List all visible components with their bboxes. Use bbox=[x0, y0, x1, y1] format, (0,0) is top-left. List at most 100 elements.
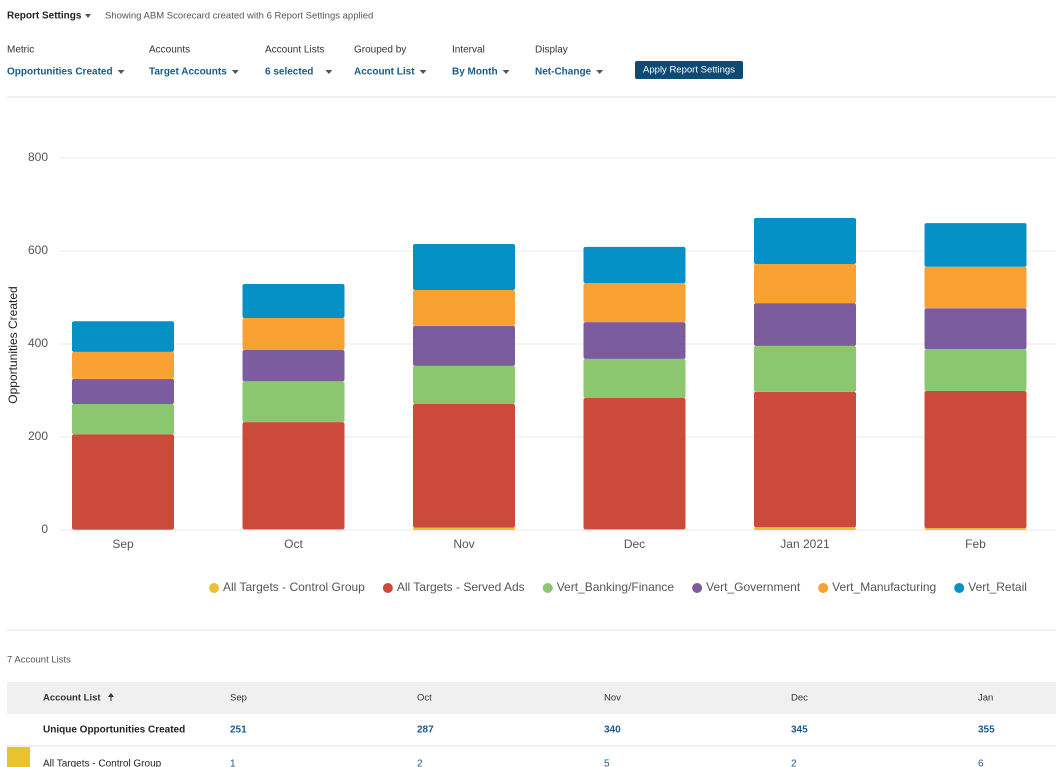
bar-segment bbox=[413, 290, 515, 326]
bar-segment bbox=[72, 434, 174, 530]
column-header: Jan bbox=[978, 693, 993, 704]
settings-title[interactable]: Report Settings bbox=[7, 11, 82, 22]
bar-segment bbox=[242, 317, 345, 351]
caret[interactable] bbox=[502, 70, 510, 74]
legend-swatch[interactable] bbox=[209, 583, 219, 593]
bar-segment bbox=[413, 244, 515, 291]
setting-label: Accounts bbox=[149, 45, 190, 56]
cell: 1 bbox=[230, 759, 236, 767]
column-header: Oct bbox=[417, 693, 432, 704]
cell: 2 bbox=[791, 759, 797, 767]
column-header: Dec bbox=[791, 693, 808, 704]
bar-segment bbox=[413, 403, 515, 528]
x-tick-label: Jan 2021 bbox=[780, 537, 830, 551]
cell: 355 bbox=[978, 725, 995, 736]
bar-segment bbox=[754, 391, 856, 528]
bar-segment bbox=[924, 223, 1027, 267]
column-header: Nov bbox=[604, 693, 621, 704]
setting-value[interactable]: Account List bbox=[354, 67, 415, 78]
bar-segment bbox=[413, 325, 515, 366]
bar-segment bbox=[924, 528, 1027, 530]
bar-segment bbox=[924, 308, 1027, 350]
caret[interactable] bbox=[85, 14, 91, 18]
bar-segment bbox=[72, 321, 174, 352]
bar-segment bbox=[754, 217, 856, 265]
cell: 345 bbox=[791, 725, 808, 736]
x-tick-label: Oct bbox=[284, 537, 303, 551]
bar-segment bbox=[754, 303, 856, 346]
setting-label: Metric bbox=[7, 45, 34, 56]
legend-label[interactable]: Vert_Banking/Finance bbox=[557, 580, 675, 594]
legend-swatch[interactable] bbox=[542, 583, 553, 593]
column-header[interactable]: Account List bbox=[43, 693, 101, 704]
setting-value[interactable]: Opportunities Created bbox=[7, 67, 113, 78]
bar-segment bbox=[924, 390, 1027, 529]
bar-segment bbox=[72, 403, 174, 435]
legend-label[interactable]: Vert_Manufacturing bbox=[832, 580, 936, 594]
caret[interactable] bbox=[117, 70, 125, 74]
setting-label: Account Lists bbox=[265, 45, 324, 56]
setting-label: Display bbox=[535, 45, 568, 56]
setting-label: Grouped by bbox=[354, 45, 406, 56]
y-axis-label: Opportunities Created bbox=[6, 286, 20, 403]
bar-segment bbox=[924, 266, 1027, 309]
cell: 251 bbox=[230, 725, 247, 736]
sort-arrow[interactable] bbox=[108, 693, 114, 697]
x-tick-label: Sep bbox=[112, 537, 134, 551]
bar-segment bbox=[583, 322, 686, 359]
x-tick-label: Dec bbox=[624, 537, 645, 551]
bar-segment bbox=[583, 397, 686, 530]
bar-segment bbox=[754, 527, 856, 530]
legend-swatch[interactable] bbox=[954, 583, 965, 593]
x-tick-label: Feb bbox=[965, 537, 986, 551]
bar-segment bbox=[242, 284, 345, 318]
row-label: Unique Opportunities Created bbox=[43, 725, 185, 736]
legend-label[interactable]: All Targets - Control Group bbox=[223, 580, 365, 594]
setting-value[interactable]: By Month bbox=[452, 67, 498, 78]
bar-segment bbox=[583, 246, 686, 284]
setting-value[interactable]: Net-Change bbox=[535, 67, 592, 78]
table-caption: 7 Account Lists bbox=[7, 655, 71, 666]
legend-label[interactable]: Vert_Retail bbox=[968, 580, 1027, 594]
bar-segment bbox=[242, 381, 345, 423]
bar-segment bbox=[242, 350, 345, 382]
table-header-bg bbox=[7, 682, 1056, 714]
setting-value[interactable]: 6 selected bbox=[265, 67, 313, 78]
caret[interactable] bbox=[231, 70, 239, 74]
y-tick-label: 400 bbox=[28, 336, 48, 350]
bar-segment bbox=[924, 349, 1027, 391]
cell: 340 bbox=[604, 725, 621, 736]
column-header: Sep bbox=[230, 693, 247, 704]
setting-label: Interval bbox=[452, 45, 485, 56]
bar-segment bbox=[72, 378, 174, 404]
apply-button-label[interactable]: Apply Report Settings bbox=[643, 65, 735, 76]
settings-subtitle: Showing ABM Scorecard created with 6 Rep… bbox=[105, 11, 373, 22]
bar-segment bbox=[242, 529, 345, 530]
y-tick-label: 800 bbox=[28, 150, 48, 164]
caret[interactable] bbox=[596, 70, 604, 74]
y-tick-label: 0 bbox=[41, 522, 48, 536]
legend-swatch[interactable] bbox=[382, 583, 393, 593]
cell: 5 bbox=[604, 759, 610, 767]
caret[interactable] bbox=[325, 70, 333, 74]
bar-segment bbox=[242, 422, 345, 530]
bar-segment bbox=[413, 365, 515, 404]
row-swatch bbox=[7, 747, 30, 767]
legend-label[interactable]: All Targets - Served Ads bbox=[397, 580, 525, 594]
setting-value[interactable]: Target Accounts bbox=[149, 67, 227, 78]
cell: 287 bbox=[417, 725, 434, 736]
legend-label[interactable]: Vert_Government bbox=[706, 580, 801, 594]
y-tick-label: 600 bbox=[28, 243, 48, 257]
legend-swatch[interactable] bbox=[818, 583, 829, 593]
caret[interactable] bbox=[419, 70, 427, 74]
row-label: All Targets - Control Group bbox=[43, 759, 162, 767]
cell: 6 bbox=[978, 759, 984, 767]
y-tick-label: 200 bbox=[28, 429, 48, 443]
bar-segment bbox=[583, 283, 686, 323]
apply-button[interactable] bbox=[635, 61, 743, 79]
bar-segment bbox=[413, 527, 515, 530]
legend-swatch[interactable] bbox=[692, 583, 703, 593]
bar-segment bbox=[754, 345, 856, 392]
bar-segment bbox=[583, 529, 686, 530]
